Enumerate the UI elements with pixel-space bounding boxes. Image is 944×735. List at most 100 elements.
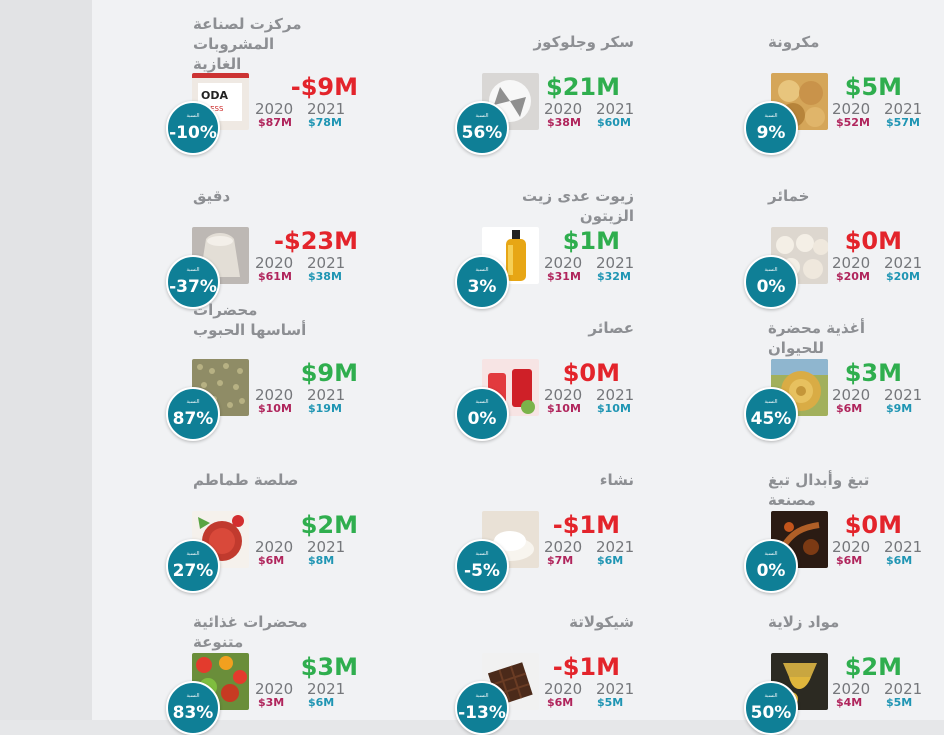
badge-percent: 27% [172,561,214,581]
year-2020-label: 2020 [832,386,871,404]
badge-percent: 87% [172,409,214,429]
badge-label: النسبة [186,399,200,405]
value-2021: $8M [308,554,335,567]
year-2020-label: 2020 [544,538,583,556]
year-2021-label: 2021 [307,386,346,404]
year-2020-label: 2020 [255,100,294,118]
product-title: محضرات أساسها الحبوب [193,301,307,339]
value-2021: $38M [308,270,342,283]
percent-badge: النسبة -37% [166,255,220,309]
product-title: تبغ وأبدال تبغ مصنعة [768,471,870,509]
badge-percent: 0% [756,561,786,581]
value-2020: $4M [836,696,863,709]
product-title: مواد زلاية [768,613,840,631]
year-2020-label: 2020 [255,386,294,404]
product-title: مكرونة [768,33,820,51]
percent-badge: النسبة 56% [455,101,509,155]
value-2020: $87M [258,116,292,129]
value-2020: $6M [836,554,863,567]
value-2021: $5M [886,696,913,709]
value-2021: $78M [308,116,342,129]
year-2021-label: 2021 [307,680,346,698]
badge-label: النسبة [475,399,489,405]
product-title: دقيق [193,187,231,205]
product-title: خمائر [768,187,810,205]
product-title: مركزت لصناعة المشروبات الغازية [193,15,302,73]
percent-badge: النسبة 27% [166,539,220,593]
year-2021-label: 2021 [596,538,635,556]
year-2021-label: 2021 [596,680,635,698]
product-title: محضرات غذائية متنوعة [193,613,308,651]
change-amount: $9M [300,359,358,387]
product-title: أغذية محضرة للحيوان [768,319,866,357]
product-title: نشاء [599,471,634,489]
badge-label: النسبة [764,113,778,119]
badge-percent: 45% [750,409,792,429]
badge-percent: 56% [461,123,503,143]
year-2021-label: 2021 [884,386,923,404]
year-2020-label: 2020 [544,680,583,698]
value-2021: $5M [597,696,624,709]
badge-label: النسبة [764,267,778,273]
year-2021-label: 2021 [596,254,635,272]
year-2020-label: 2020 [255,254,294,272]
percent-badge: النسبة 0% [744,539,798,593]
percent-badge: النسبة -5% [455,539,509,593]
percent-badge: النسبة 50% [744,681,798,735]
change-amount: $0M [844,511,902,539]
change-amount: $1M [562,227,620,255]
year-2021-label: 2021 [884,538,923,556]
change-amount: $5M [844,73,902,101]
value-2021: $9M [886,402,913,415]
year-2020-label: 2020 [832,100,871,118]
badge-label: النسبة [475,693,489,699]
year-2020-label: 2020 [832,538,871,556]
year-2020-label: 2020 [255,680,294,698]
value-2020: $6M [547,696,574,709]
value-2021: $60M [597,116,631,129]
percent-badge: النسبة 83% [166,681,220,735]
value-2021: $6M [597,554,624,567]
product-title: شيكولاتة [569,613,634,631]
year-2021-label: 2021 [596,386,635,404]
change-amount: $2M [844,653,902,681]
badge-percent: 9% [756,123,786,143]
value-2021: $6M [886,554,913,567]
badge-percent: 0% [756,277,786,297]
percent-badge: النسبة 9% [744,101,798,155]
value-2020: $3M [258,696,285,709]
value-2020: $6M [258,554,285,567]
year-2020-label: 2020 [544,386,583,404]
badge-percent: -5% [464,561,500,581]
change-amount: $3M [844,359,902,387]
percent-badge: النسبة -13% [455,681,509,735]
badge-percent: -37% [169,277,217,297]
year-2021-label: 2021 [596,100,635,118]
badge-label: النسبة [764,693,778,699]
year-2020-label: 2020 [832,680,871,698]
badge-label: النسبة [186,693,200,699]
badge-percent: 0% [467,409,497,429]
change-amount: $21M [546,73,620,101]
change-amount: -$23M [274,227,358,255]
change-amount: $0M [562,359,620,387]
percent-badge: النسبة 0% [455,387,509,441]
product-title: صلصة طماطم [193,471,299,489]
badge-percent: 50% [750,703,792,723]
change-amount: $0M [844,227,902,255]
product-title: سكر وجلوكوز [533,33,634,51]
percent-badge: النسبة 3% [455,255,509,309]
value-2021: $19M [308,402,342,415]
value-2020: $10M [258,402,292,415]
product-title: عصائر [588,319,634,337]
value-2020: $61M [258,270,292,283]
value-2020: $52M [836,116,870,129]
year-2020-label: 2020 [544,100,583,118]
badge-label: النسبة [186,551,200,557]
value-2021: $32M [597,270,631,283]
badge-percent: -10% [169,123,217,143]
svg-text:ODA: ODA [201,89,228,102]
year-2020-label: 2020 [255,538,294,556]
badge-percent: 83% [172,703,214,723]
percent-badge: النسبة 45% [744,387,798,441]
